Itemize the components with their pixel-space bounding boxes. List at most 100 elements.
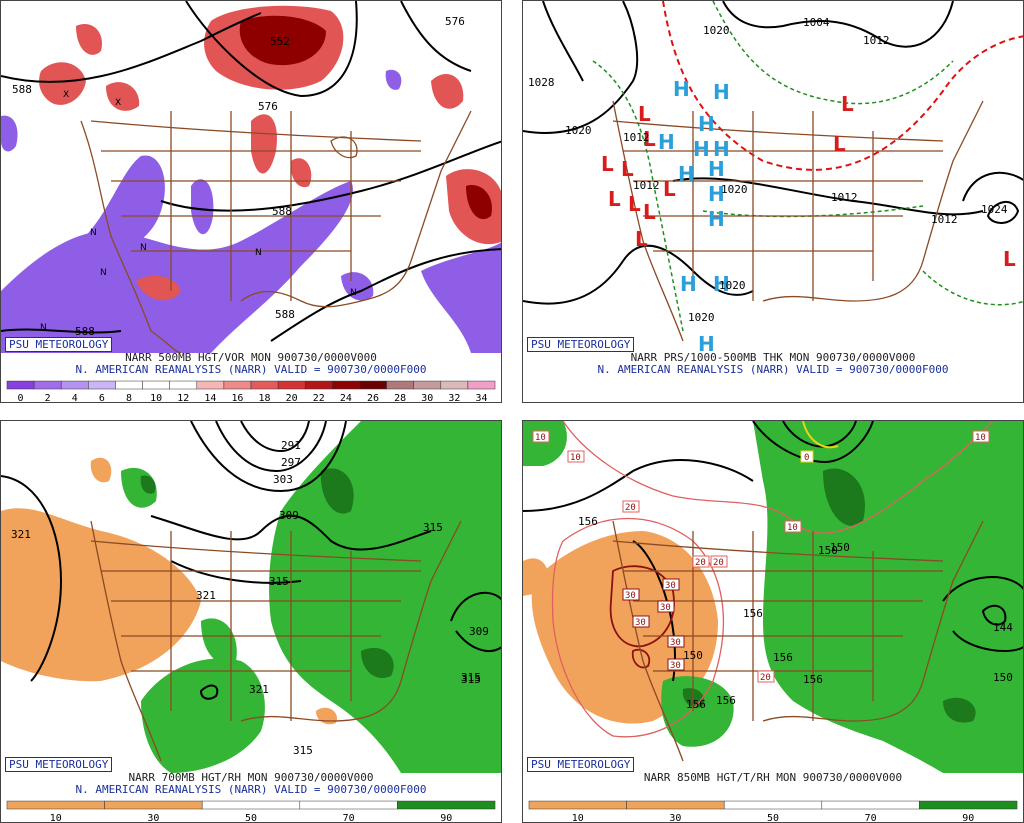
panel-850mb-temperature-humidity: 156 150 156 150 156 156 156 156 144 150 …: [522, 420, 1024, 823]
colorbar-segment: [413, 380, 442, 390]
colorbar-tick-label: 0: [18, 393, 24, 403]
high-pressure-marker: H: [693, 137, 710, 161]
height-label: 156: [686, 698, 706, 711]
colorbar-tick-label: 50: [767, 813, 779, 823]
low-pressure-marker: L: [1003, 247, 1016, 271]
moist-region: [141, 658, 265, 773]
temperature-0c-contour: [802, 421, 839, 449]
panel-subcaption: N. AMERICAN REANALYSIS (NARR) VALID = 90…: [75, 783, 427, 796]
isobar-label: 1012: [931, 213, 958, 226]
low-pressure-marker: L: [841, 92, 854, 116]
height-label: 297: [281, 456, 301, 469]
high-pressure-marker: H: [708, 157, 725, 181]
colorbar-segment: [359, 380, 387, 390]
height-label: 588: [272, 205, 292, 218]
height-contour: [215, 421, 327, 473]
temperature-label-box: 0: [800, 450, 814, 463]
very-moist-region: [140, 475, 156, 494]
height-label: 309: [469, 625, 489, 638]
vorticity-high-region: [251, 114, 277, 174]
temperature-label: 30: [660, 603, 671, 613]
height-contour: [1, 328, 122, 334]
colorbar-segment: [467, 380, 496, 390]
temperature-label-box: 30: [622, 588, 640, 601]
panel-caption: NARR 700MB HGT/RH MON 900730/0000V000: [128, 771, 374, 784]
isobar: [523, 1, 639, 134]
vorticity-high-region: [76, 23, 102, 55]
temperature-label-box: 10: [972, 430, 990, 443]
coastline: [80, 120, 182, 353]
vorticity-low-region: [421, 242, 501, 353]
height-contour: [450, 591, 501, 652]
vorticity-min-marker: N: [255, 248, 262, 258]
vorticity-low-region: [341, 272, 374, 301]
high-pressure-marker: H: [673, 77, 690, 101]
vorticity-low-region: [81, 155, 165, 250]
low-pressure-marker: L: [635, 227, 648, 251]
temperature-label-box: 20: [692, 555, 710, 568]
temperature-label: 20: [760, 673, 771, 683]
height-label: 588: [275, 308, 295, 321]
height-label: 315: [461, 671, 481, 684]
coastline: [612, 520, 684, 762]
vorticity-min-marker: N: [90, 228, 97, 238]
isobar-label: 1012: [863, 34, 890, 47]
canada-border: [612, 540, 944, 562]
vorticity-min-marker: N: [40, 323, 47, 333]
colorbar-segment: [169, 380, 198, 390]
colorbar-tick-label: 10: [50, 813, 62, 823]
high-pressure-marker: H: [698, 332, 715, 353]
high-pressure-marker: H: [713, 272, 730, 296]
height-contour: [270, 248, 501, 342]
low-pressure-marker: L: [663, 177, 676, 201]
height-label: 156: [773, 651, 793, 664]
isobar-label: 1012: [623, 131, 650, 144]
height-label: 588: [75, 325, 95, 338]
height-contour: [190, 421, 347, 493]
temperature-label-box: 10: [784, 520, 802, 533]
vorticity-high-region: [136, 275, 181, 301]
colorbar-segment: [88, 380, 116, 390]
vorticity-max-region: [239, 15, 326, 66]
moist-region: [753, 421, 1023, 773]
height-label: 150: [818, 544, 838, 557]
colorbar-tick-label: 2: [45, 393, 51, 403]
colorbar-tick-label: 90: [962, 813, 974, 823]
temperature-label: 20: [713, 558, 724, 568]
isobar: [672, 177, 984, 216]
height-label: 156: [716, 694, 736, 707]
colorbar-humidity: 10 30 50 70 90: [528, 800, 1018, 823]
height-label: 156: [803, 673, 823, 686]
high-pressure-marker: H: [698, 112, 715, 136]
panel-pressure-thickness: H H H H H H H H H H H H H L L L L L L L …: [522, 0, 1024, 403]
high-pressure-marker: H: [680, 272, 697, 296]
height-label: 315: [423, 521, 443, 534]
height-label: 315: [269, 575, 289, 588]
temperature-label-box: 20: [622, 500, 640, 513]
height-label: 156: [578, 515, 598, 528]
panel-700mb-humidity: 291 297 303 309 315 321 321 315 315 309 …: [0, 420, 502, 823]
colorbar-segment: [142, 380, 170, 390]
low-pressure-marker: L: [643, 127, 656, 151]
panel-caption: NARR PRS/1000-500MB THK MON 900730/0000V…: [630, 351, 916, 364]
colorbar-tick-label: 24: [340, 393, 352, 403]
moist-region: [661, 676, 734, 747]
colorbar-tick-label: 70: [343, 813, 355, 823]
map-850mb-temperature-humidity: 156 150 156 150 156 156 156 156 144 150 …: [523, 421, 1023, 773]
high-pressure-marker: H: [713, 80, 730, 104]
height-label: 321: [11, 528, 31, 541]
dry-region: [1, 508, 201, 682]
overlay-500mb-labels: 588 576 552 576 588 588 588 X X N N N N …: [12, 15, 465, 338]
isobar-label: 1012: [831, 191, 858, 204]
isobar-label: 1004: [803, 16, 830, 29]
isobar: [542, 1, 584, 82]
temperature-label: 20: [625, 503, 636, 513]
temperature-label-box: 30: [667, 635, 685, 648]
temperature-label: 10: [570, 453, 581, 463]
very-moist-region: [943, 697, 976, 723]
colorbar-segment: [821, 800, 920, 810]
temperature-label-box: 30: [662, 578, 680, 591]
temperature-label-box: 30: [667, 658, 685, 671]
low-pressure-marker: L: [608, 187, 621, 211]
org-badge: PSU METEOROLOGY: [527, 337, 635, 352]
